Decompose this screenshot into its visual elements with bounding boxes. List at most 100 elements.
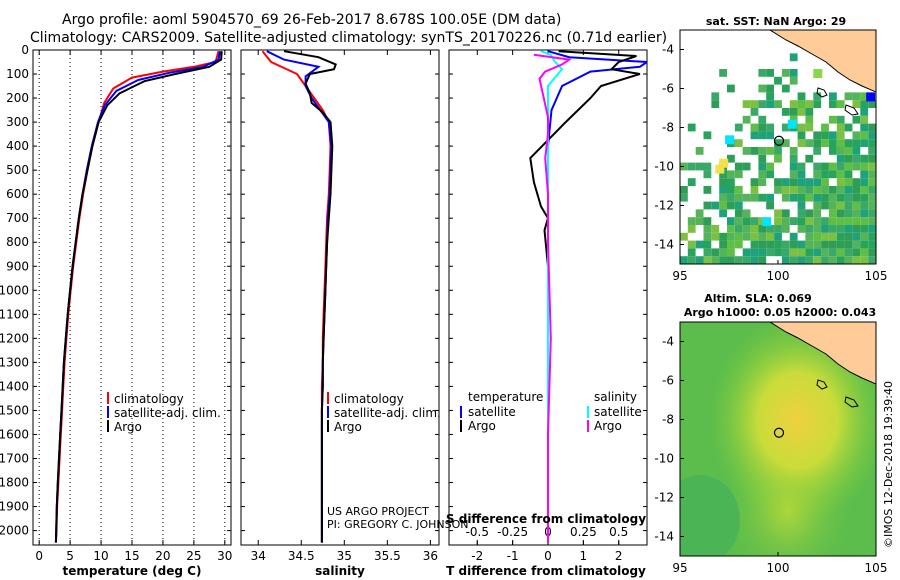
sst-cell [844, 193, 853, 202]
sst-cell [805, 139, 814, 147]
sst-cell [860, 217, 869, 225]
sst-cell [774, 76, 782, 85]
sst-cell [758, 69, 767, 77]
depth-tick-label: 1800 [0, 476, 29, 490]
depth-tick-label: 200 [6, 91, 29, 105]
sst-cell [813, 162, 822, 171]
sst-cell [734, 232, 743, 241]
sst-cell [860, 186, 869, 194]
sst-cell [829, 193, 837, 202]
sst-cell [703, 240, 712, 249]
x-tick-label: -1 [507, 549, 519, 563]
sst-cell [836, 217, 845, 225]
sst-cell [821, 186, 829, 194]
sst-cell [868, 193, 876, 202]
sst-cell [852, 193, 861, 202]
sst-cell [852, 154, 861, 163]
sst-cell [860, 123, 869, 132]
sst-cell [727, 154, 735, 163]
sst-cell [750, 178, 759, 186]
argo-position-marker [773, 135, 785, 146]
sst-cell [758, 162, 767, 171]
sst-cell [695, 217, 704, 225]
sst-cell [719, 186, 727, 194]
sst-cell [695, 162, 704, 171]
sst-cell [852, 178, 861, 186]
sst-cell [789, 186, 798, 194]
sst-cell [750, 225, 759, 233]
lat-tick-label: -12 [654, 491, 674, 505]
sst-cell [734, 225, 743, 233]
sst-cell [836, 201, 845, 210]
sst-cell [719, 69, 727, 77]
sst-cell [734, 162, 743, 171]
sst-cell [836, 154, 845, 163]
sst-cell [852, 225, 861, 233]
sst-cell [868, 170, 876, 179]
sst-cell [844, 240, 853, 249]
sst-cell [766, 240, 774, 249]
x-tick-label: 2 [615, 549, 623, 563]
sst-cell [797, 201, 806, 210]
sst-cell [813, 178, 822, 186]
sst-cell [844, 147, 853, 155]
sst-cell [852, 92, 861, 101]
legend-label-climatology: climatology [114, 392, 184, 406]
sst-cell [821, 256, 829, 264]
sst-cell [868, 256, 876, 264]
sst-cell [766, 147, 774, 155]
pi-annotation: PI: GREGORY C. JOHNSON [327, 518, 468, 531]
series-line-salinity-satellite [540, 50, 564, 543]
sst-cell [829, 201, 837, 210]
lon-tick-label: 100 [767, 561, 790, 575]
sst-cell [774, 186, 782, 194]
sst-cell [844, 209, 853, 218]
sst-cell [868, 154, 876, 163]
sst-cell [797, 139, 806, 147]
sst-cell [703, 186, 712, 194]
x-tick-label: 36 [423, 549, 438, 563]
sst-cell [868, 139, 876, 147]
sst-cell [844, 92, 853, 101]
sst-cell [750, 186, 759, 194]
sst-cell [836, 186, 845, 194]
sst-cell [829, 139, 837, 147]
s-difference-tick-label: -0.25 [497, 525, 528, 539]
temperature-xlabel: temperature (deg C) [63, 564, 202, 578]
depth-tick-label: 300 [6, 115, 29, 129]
sst-cell [719, 240, 727, 249]
difference-series [529, 50, 647, 543]
series-line-satellite-adj-clim [54, 51, 221, 543]
sst-cell [719, 209, 727, 218]
sst-cell [758, 193, 767, 202]
sst-cell [860, 225, 869, 233]
sst-cell [781, 193, 790, 202]
sst-cell [742, 162, 751, 171]
sst-cell [860, 232, 869, 241]
sst-cell [813, 217, 822, 225]
sst-cell [813, 232, 822, 241]
sst-cell [734, 186, 743, 194]
x-tick-label: -2 [471, 549, 483, 563]
sst-cell [868, 131, 876, 140]
sla-map-subtitle: Argo h1000: 0.05 h2000: 0.043 [684, 306, 876, 319]
sst-cell [703, 225, 712, 233]
sst-cell [852, 115, 861, 124]
difference-legend: temperature satellite Argo salinity sate… [460, 390, 642, 433]
sst-cell [829, 217, 837, 225]
sst-cell [789, 170, 798, 179]
sst-cell-highlight [762, 217, 772, 227]
legend-label-temperature-satellite: satellite [468, 405, 516, 419]
sst-cell [852, 100, 861, 108]
series-line-argo [283, 50, 337, 543]
sst-cell [781, 84, 790, 93]
sst-cell [727, 240, 735, 249]
sst-cell [797, 162, 806, 171]
sst-cell [758, 170, 767, 179]
sst-cells [680, 53, 876, 264]
x-tick-label: 34 [251, 549, 266, 563]
sla-map-title: Altim. SLA: 0.069 [704, 292, 811, 305]
sst-cell [868, 100, 876, 108]
lon-tick-label: 105 [865, 269, 888, 283]
